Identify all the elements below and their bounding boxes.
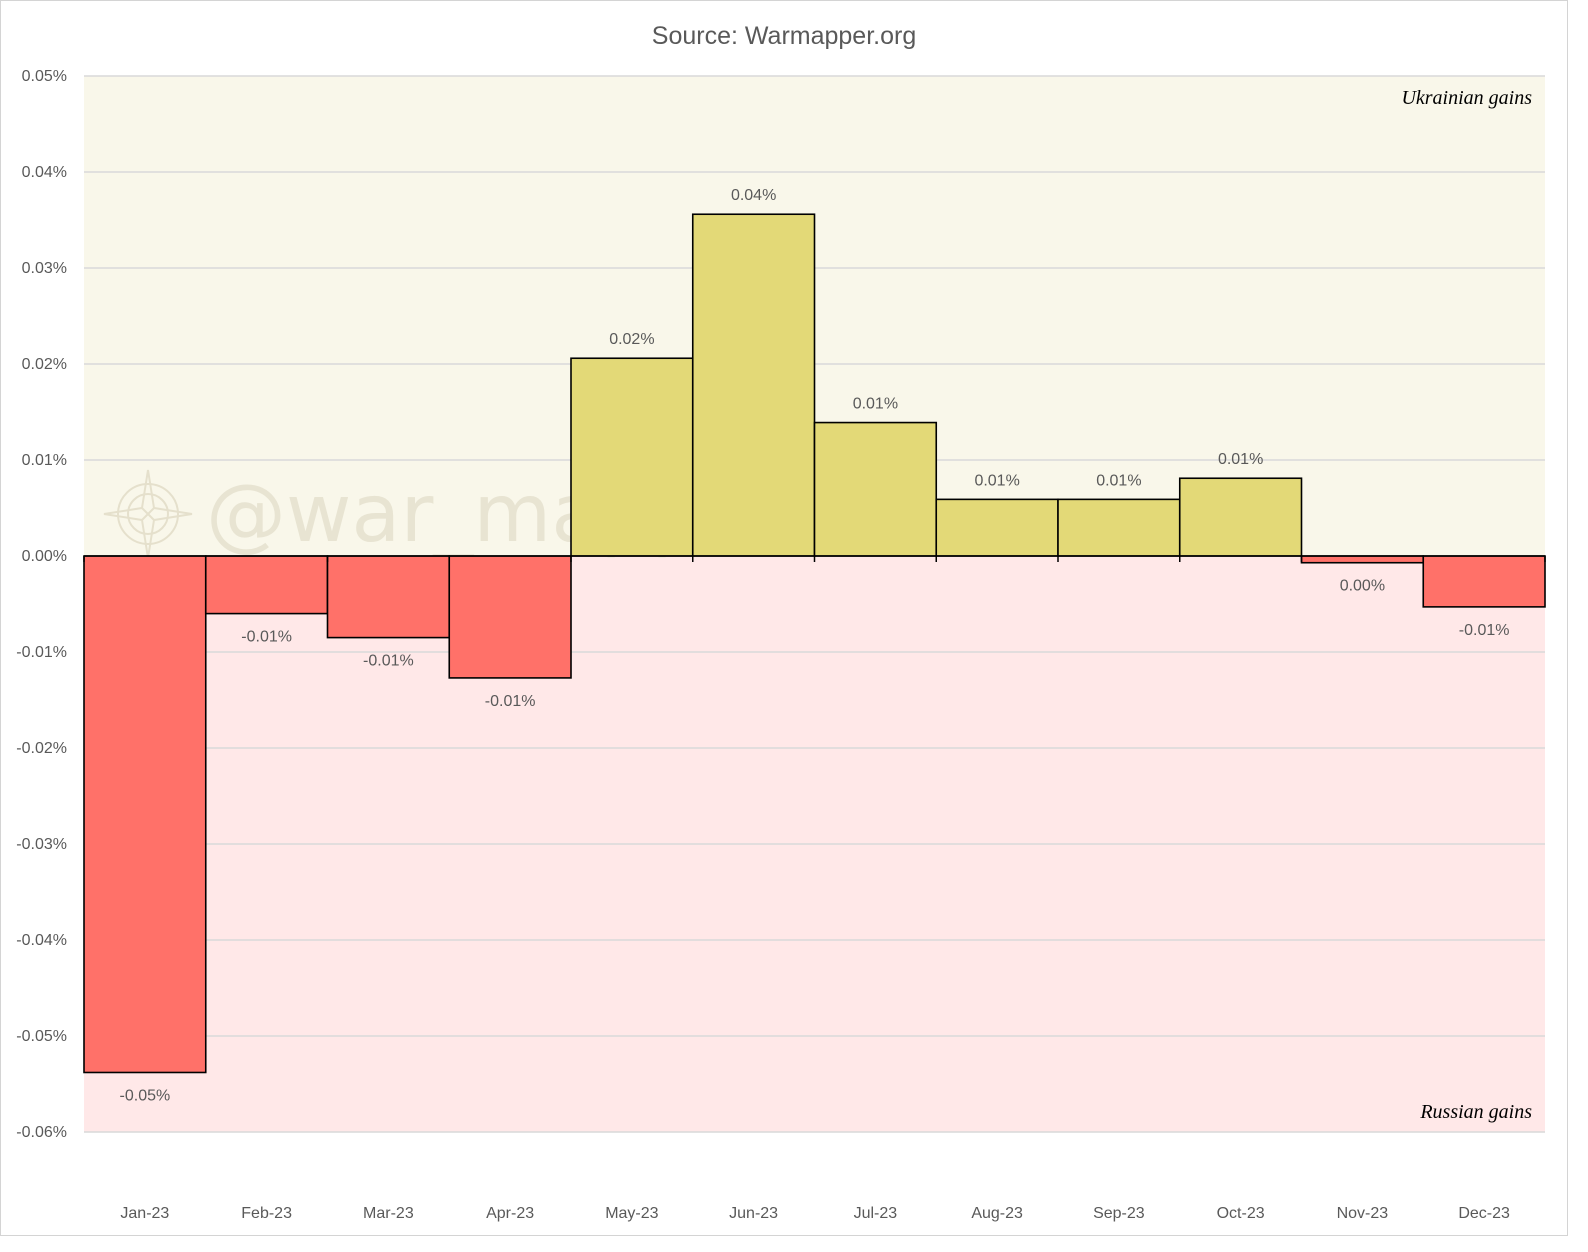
bar: [1422, 555, 1546, 608]
y-tick-label: -0.04%: [16, 932, 67, 949]
x-tick-label: Jan-23: [120, 1205, 169, 1222]
data-label: 0.01%: [1096, 472, 1141, 489]
compass-icon: [103, 469, 193, 559]
bar: [570, 357, 694, 557]
bar: [1178, 477, 1303, 557]
x-tick-label: Jul-23: [854, 1205, 898, 1222]
data-label: 0.04%: [731, 187, 776, 204]
data-label: -0.01%: [1459, 622, 1510, 639]
data-label: -0.01%: [363, 653, 414, 670]
y-tick-label: 0.03%: [22, 260, 67, 277]
bar: [83, 555, 207, 1074]
bar: [448, 555, 572, 679]
data-label: 0.01%: [1218, 451, 1263, 468]
y-tick-label: 0.00%: [22, 548, 67, 565]
positive-zone-label: Ukrainian gains: [1401, 87, 1532, 109]
data-label: -0.01%: [241, 629, 292, 646]
y-tick-label: -0.02%: [16, 740, 67, 757]
y-tick-label: 0.02%: [22, 356, 67, 373]
bar: [935, 498, 1059, 557]
bar: [1057, 498, 1181, 557]
chart-frame: @war_mapper 0.05% 0.04% 0.03% 0.02% 0.01% 0.0…: [0, 0, 1568, 1236]
bar-chart: @war_mapper 0.05%0.04%0.03%0.02%0.01%0.0…: [16, 22, 1546, 1222]
x-tick-label: May-23: [605, 1205, 658, 1222]
x-tick-label: Sep-23: [1093, 1205, 1145, 1222]
y-tick-label: -0.03%: [16, 836, 67, 853]
x-tick-label: Nov-23: [1337, 1205, 1389, 1222]
bar: [326, 555, 451, 639]
y-tick-label: -0.05%: [16, 1028, 67, 1045]
data-label: -0.05%: [120, 1087, 171, 1104]
y-tick-label: -0.01%: [16, 644, 67, 661]
chart-title: Source: Warmapper.org: [652, 22, 916, 50]
bar: [204, 555, 329, 615]
x-tick-label: Oct-23: [1217, 1205, 1265, 1222]
data-label: 0.01%: [853, 396, 898, 413]
data-label: -0.01%: [485, 693, 536, 710]
data-label: 0.00%: [1340, 578, 1385, 595]
bar: [1300, 555, 1425, 564]
data-label: 0.02%: [609, 331, 654, 348]
x-tick-label: Jun-23: [729, 1205, 778, 1222]
x-tick-label: Aug-23: [971, 1205, 1023, 1222]
y-tick-label: 0.05%: [22, 68, 67, 85]
negative-zone-label: Russian gains: [1419, 1101, 1532, 1123]
y-tick-label: -0.06%: [16, 1124, 67, 1141]
x-tick-label: Feb-23: [241, 1205, 292, 1222]
x-tick-label: Mar-23: [363, 1205, 414, 1222]
x-tick-label: Dec-23: [1458, 1205, 1510, 1222]
y-tick-label: 0.04%: [22, 164, 67, 181]
data-label: 0.01%: [974, 472, 1019, 489]
bar: [813, 421, 938, 557]
bar: [691, 213, 816, 557]
x-tick-label: Apr-23: [486, 1205, 534, 1222]
y-tick-label: 0.01%: [22, 452, 67, 469]
